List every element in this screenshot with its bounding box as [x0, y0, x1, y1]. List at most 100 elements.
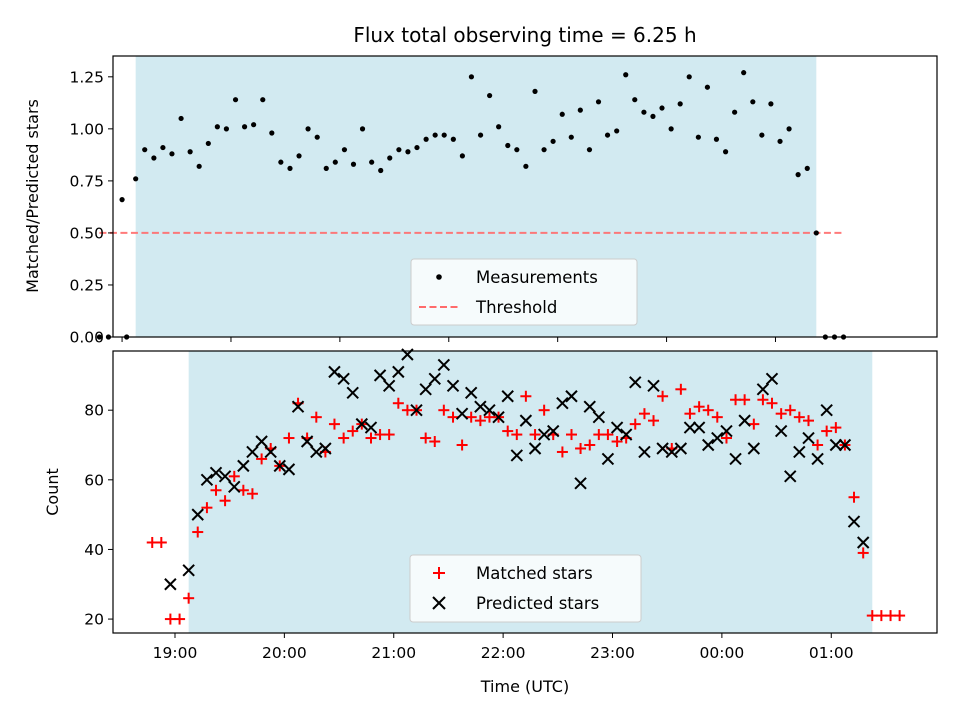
- measurement-point: [450, 136, 456, 142]
- measurement-point: [577, 107, 583, 113]
- matched-star-point: [155, 536, 167, 548]
- predicted-star-point: [665, 445, 678, 459]
- matched-star-point: [648, 415, 660, 427]
- predicted-star-point: [328, 365, 341, 379]
- measurement-point: [641, 109, 647, 115]
- measurement-point: [133, 176, 139, 182]
- measurement-point: [768, 101, 774, 107]
- legend-predicted-marker: [432, 596, 446, 610]
- predicted-star-point: [838, 438, 852, 452]
- matched-star-point: [502, 425, 514, 437]
- measurement-point: [759, 132, 765, 138]
- bottom-y-tick-label: 40: [84, 541, 104, 559]
- matched-star-point: [739, 394, 751, 406]
- predicted-star-point: [610, 421, 624, 434]
- predicted-star-point: [510, 449, 524, 462]
- matched-star-point: [675, 383, 687, 395]
- matched-star-point: [857, 547, 869, 559]
- top-plot-frame: [112, 55, 938, 338]
- matched-star-point: [602, 429, 614, 441]
- matched-stars-series: [146, 383, 906, 625]
- measurement-point: [332, 159, 338, 165]
- matched-star-point: [684, 408, 696, 420]
- matched-star-point: [575, 442, 587, 454]
- measurement-point: [196, 163, 202, 169]
- matched-star-point: [201, 502, 213, 514]
- predicted-star-point: [692, 421, 706, 434]
- predicted-star-point: [683, 421, 697, 434]
- matched-star-point: [830, 422, 842, 434]
- measurement-point: [432, 132, 438, 138]
- matched-star-point: [465, 411, 477, 423]
- matched-star-point: [894, 610, 906, 622]
- measurement-point: [151, 155, 157, 161]
- top-y-tick-label: 0.75: [69, 172, 104, 190]
- measurement-point: [713, 136, 720, 142]
- measurement-point: [441, 132, 447, 138]
- matched-star-point: [474, 415, 486, 427]
- predicted-star-point: [720, 424, 733, 438]
- predicted-star-point: [218, 470, 232, 483]
- top-axes: 0.00 0.25 0.50 0.75 1.00 1.25: [69, 68, 776, 347]
- measurement-point: [722, 149, 729, 155]
- measurement-point: [632, 97, 638, 103]
- top-y-axis-label: Matched/Predicted stars: [23, 99, 42, 293]
- matched-star-point: [702, 404, 714, 416]
- measurement-point: [369, 159, 375, 165]
- measurement-point: [704, 84, 711, 90]
- predicted-star-point: [346, 386, 359, 399]
- predicted-star-point: [574, 477, 587, 490]
- measurement-point: [414, 144, 420, 151]
- measurements-series: [96, 70, 847, 340]
- matched-star-point: [219, 495, 231, 507]
- top-y-tick-label: 0.00: [69, 329, 104, 347]
- matched-star-point: [611, 436, 623, 448]
- predicted-star-point: [246, 445, 259, 459]
- measurement-point: [686, 74, 692, 80]
- measurement-point: [695, 134, 701, 140]
- predicted-star-point: [674, 442, 688, 455]
- predicted-star-point: [446, 379, 460, 393]
- predicted-star-point: [364, 421, 378, 434]
- measurement-point: [323, 165, 329, 171]
- bottom-x-tick-label: 01:00: [809, 644, 854, 662]
- predicted-star-point: [519, 414, 533, 427]
- measurement-point: [350, 161, 357, 167]
- measurement-point: [659, 105, 665, 111]
- measurement-point: [677, 101, 683, 107]
- bottom-axes: 20 40 60 80 19:00 20:00 21:00 22:00 23:00 00:00 01…: [84, 402, 853, 662]
- measurement-point: [668, 126, 674, 132]
- predicted-star-point: [829, 438, 843, 452]
- bottom-x-tick-label: 19:00: [153, 644, 198, 662]
- predicted-star-point: [492, 410, 505, 424]
- predicted-star-point: [437, 358, 451, 372]
- matched-star-point: [875, 610, 887, 622]
- bottom-x-axis-label: Time (UTC): [480, 677, 569, 696]
- predicted-star-point: [738, 414, 751, 427]
- predicted-star-point: [592, 410, 606, 424]
- bottom-x-tick-label: 21:00: [371, 644, 416, 662]
- legend-matched-marker: [433, 567, 445, 579]
- measurement-point: [586, 147, 593, 153]
- matched-star-point: [848, 491, 860, 503]
- bottom-x-tick-label: 22:00: [481, 644, 526, 662]
- matched-star-point: [821, 425, 833, 437]
- measurement-point: [477, 132, 484, 138]
- predicted-star-point: [793, 445, 806, 459]
- matched-star-point: [256, 453, 268, 465]
- predicted-star-point: [209, 466, 223, 480]
- measurement-point: [650, 113, 656, 119]
- measurement-point: [523, 163, 529, 169]
- measurement-point: [559, 111, 565, 117]
- predicted-star-point: [528, 442, 542, 455]
- top-y-tick-label: 0.25: [69, 276, 104, 294]
- measurement-point: [487, 92, 493, 99]
- measurement-point: [169, 151, 175, 157]
- measurement-point: [496, 124, 502, 130]
- legend-threshold-label: Threshold: [475, 298, 557, 317]
- predicted-star-point: [765, 372, 779, 386]
- matched-star-point: [693, 401, 705, 413]
- measurement-point: [96, 334, 103, 340]
- matched-star-point: [283, 432, 295, 444]
